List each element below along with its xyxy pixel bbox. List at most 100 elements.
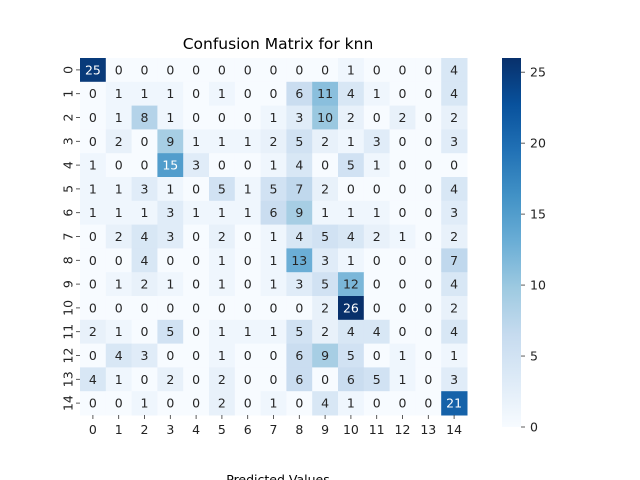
- heatmap-cells: 25 0 0 0 0 0 0 0 0 0 1 0 0 0 40 1 1 1 0 1 0 0 6 11 4 1 0 0 40 1 8 1 0 0 0 1…: [80, 58, 468, 416]
- cell-value-label: 1: [141, 86, 149, 101]
- cell-value-label: 6: [295, 348, 303, 363]
- heatmap-cell: [338, 177, 365, 202]
- cell-value-label: 4: [373, 324, 381, 339]
- x-axis-label: Predicted Values: [226, 472, 330, 480]
- y-tick-label: 6: [61, 209, 76, 217]
- cell-value-label: 0: [270, 62, 278, 77]
- cell-value-label: 1: [399, 229, 407, 244]
- heatmap-cell: [415, 224, 442, 249]
- heatmap-cell: [131, 248, 158, 273]
- cell-value-label: 1: [347, 205, 355, 220]
- heatmap-cell: [234, 224, 262, 249]
- cell-value-label: 0: [424, 396, 432, 411]
- cell-value-label: 1: [399, 372, 407, 387]
- heatmap-cell: [415, 391, 442, 416]
- cell-value-label: 25: [85, 62, 101, 77]
- x-tick-label: 13: [420, 422, 436, 437]
- heatmap-cell: [363, 296, 391, 321]
- heatmap-cell: [209, 319, 236, 345]
- heatmap-cell: [234, 200, 262, 226]
- heatmap-cell: [415, 343, 442, 368]
- heatmap-cell: [363, 200, 391, 226]
- heatmap-cell: [312, 224, 339, 249]
- heatmap-cell: [80, 391, 107, 416]
- cell-value-label: 0: [218, 62, 226, 77]
- cell-value-label: 3: [192, 158, 200, 173]
- y-tick-label: 8: [61, 256, 76, 264]
- heatmap-cell: [260, 200, 287, 226]
- cell-value-label: 0: [141, 372, 149, 387]
- heatmap-cell: [105, 105, 133, 130]
- cell-value-label: 1: [244, 324, 252, 339]
- cell-value-label: 1: [115, 205, 123, 220]
- cell-value-label: 1: [244, 181, 252, 196]
- heatmap-cell: [260, 296, 287, 321]
- cell-value-label: 0: [321, 62, 329, 77]
- heatmap-cell: [441, 367, 468, 392]
- heatmap-cell: [260, 248, 287, 273]
- heatmap-cell: [389, 391, 416, 416]
- cell-value-label: 0: [141, 158, 149, 173]
- cell-value-label: 3: [295, 277, 303, 292]
- cell-value-label: 0: [424, 158, 432, 173]
- cell-value-label: 0: [270, 348, 278, 363]
- heatmap-cell: [183, 272, 210, 297]
- cell-value-label: 4: [115, 348, 123, 363]
- heatmap-cell: [312, 177, 339, 202]
- cell-value-label: 0: [295, 300, 303, 315]
- heatmap-cell: [183, 81, 210, 107]
- heatmap-cell: [183, 224, 210, 249]
- heatmap-cell: [389, 200, 416, 226]
- heatmap-cell: [157, 343, 184, 368]
- y-tick-label: 12: [61, 348, 76, 364]
- y-tick-label: 3: [61, 137, 76, 145]
- heatmap-cell: [209, 58, 236, 83]
- cell-value-label: 0: [424, 372, 432, 387]
- cell-value-label: 5: [321, 229, 329, 244]
- heatmap-cell: [441, 177, 468, 202]
- heatmap-cell: [80, 296, 107, 321]
- heatmap-cell: [415, 248, 442, 273]
- heatmap-cell: [131, 58, 158, 83]
- heatmap-cell: [209, 177, 236, 202]
- x-tick-label: 14: [446, 422, 462, 437]
- cell-value-label: 0: [244, 277, 252, 292]
- heatmap-cell: [338, 391, 365, 416]
- heatmap-cell: [234, 391, 262, 416]
- cell-value-label: 1: [115, 110, 123, 125]
- y-tick-label: 4: [61, 161, 76, 169]
- heatmap-cell: [80, 248, 107, 273]
- heatmap-cell: [234, 81, 262, 107]
- colorbar-tick-label: 5: [530, 349, 538, 364]
- heatmap-cell: [209, 248, 236, 273]
- x-tick-label: 6: [244, 422, 252, 437]
- heatmap-cell: [157, 200, 184, 226]
- heatmap-cell: [363, 105, 391, 130]
- cell-value-label: 1: [166, 277, 174, 292]
- heatmap-cell: [183, 105, 210, 130]
- heatmap-cell: [234, 58, 262, 83]
- heatmap-cell: [363, 129, 391, 154]
- cell-value-label: 2: [115, 229, 123, 244]
- cell-value-label: 0: [399, 277, 407, 292]
- cell-value-label: 2: [166, 372, 174, 387]
- heatmap-cell: [131, 81, 158, 107]
- cell-value-label: 0: [373, 110, 381, 125]
- cell-value-label: 9: [295, 205, 303, 220]
- cell-value-label: 9: [321, 348, 329, 363]
- cell-value-label: 0: [399, 134, 407, 149]
- y-tick-label: 14: [61, 395, 76, 411]
- heatmap-cell: [157, 224, 184, 249]
- heatmap-cell: [260, 319, 287, 345]
- heatmap-cell: [105, 248, 133, 273]
- heatmap-cell: [234, 367, 262, 392]
- heatmap-cell: [131, 343, 158, 368]
- cell-value-label: 1: [321, 205, 329, 220]
- heatmap-cell: [105, 391, 133, 416]
- heatmap-cell: [260, 343, 287, 368]
- heatmap-cell: [209, 81, 236, 107]
- cell-value-label: 0: [399, 205, 407, 220]
- heatmap-cell: [234, 129, 262, 154]
- cell-value-label: 2: [321, 181, 329, 196]
